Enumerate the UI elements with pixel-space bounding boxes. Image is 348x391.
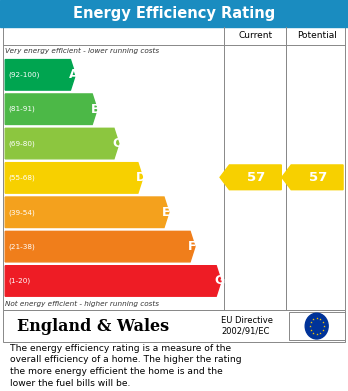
Text: Potential: Potential	[297, 31, 337, 41]
Text: Very energy efficient - lower running costs: Very energy efficient - lower running co…	[5, 48, 159, 54]
Text: B: B	[90, 103, 100, 116]
Bar	[0, 0, 348, 27]
Polygon shape	[5, 163, 143, 193]
Text: England & Wales: England & Wales	[17, 317, 169, 335]
Text: C: C	[112, 137, 121, 150]
Text: (81-91): (81-91)	[9, 106, 35, 113]
Text: A: A	[69, 68, 78, 81]
Polygon shape	[5, 59, 76, 90]
Text: G: G	[214, 274, 225, 287]
Text: 57: 57	[309, 171, 327, 184]
Text: Not energy efficient - higher running costs: Not energy efficient - higher running co…	[5, 301, 159, 307]
Polygon shape	[5, 94, 97, 124]
Polygon shape	[5, 197, 169, 228]
Text: D: D	[136, 171, 147, 185]
Text: (69-80): (69-80)	[9, 140, 35, 147]
Text: (55-68): (55-68)	[9, 175, 35, 181]
Text: F: F	[188, 240, 197, 253]
Text: The energy efficiency rating is a measure of the
overall efficiency of a home. T: The energy efficiency rating is a measur…	[10, 344, 242, 388]
Text: Current: Current	[238, 31, 272, 41]
Text: (39-54): (39-54)	[9, 209, 35, 215]
Polygon shape	[220, 165, 281, 190]
Text: EU Directive
2002/91/EC: EU Directive 2002/91/EC	[221, 316, 273, 336]
Bar	[289, 312, 345, 340]
Circle shape	[305, 313, 328, 339]
Polygon shape	[5, 128, 119, 159]
Bar	[3, 310, 345, 342]
Text: 57: 57	[247, 171, 266, 184]
Text: E: E	[162, 206, 171, 219]
Bar	[3, 27, 345, 310]
Text: (21-38): (21-38)	[9, 243, 35, 250]
Text: (92-100): (92-100)	[9, 72, 40, 78]
Text: (1-20): (1-20)	[9, 278, 31, 284]
Text: Energy Efficiency Rating: Energy Efficiency Rating	[73, 6, 275, 21]
Polygon shape	[282, 165, 343, 190]
Polygon shape	[5, 266, 221, 296]
Polygon shape	[5, 231, 195, 262]
